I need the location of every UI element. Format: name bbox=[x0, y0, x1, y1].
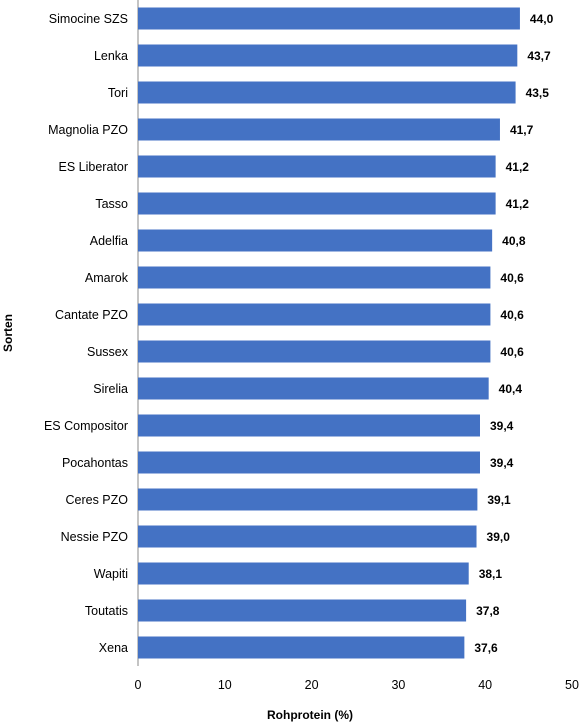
bar bbox=[138, 44, 518, 67]
x-axis-title: Rohprotein (%) bbox=[267, 708, 353, 722]
bar bbox=[138, 7, 520, 30]
bar bbox=[138, 229, 493, 252]
category-label: Amarok bbox=[85, 271, 129, 285]
bar bbox=[138, 414, 480, 437]
value-label: 44,0 bbox=[530, 12, 554, 26]
category-label: Cantate PZO bbox=[55, 308, 128, 322]
bar bbox=[138, 377, 489, 400]
category-label: Sirelia bbox=[93, 382, 128, 396]
value-label: 40,8 bbox=[502, 234, 526, 248]
category-label: Tori bbox=[108, 86, 128, 100]
value-label: 40,6 bbox=[500, 308, 524, 322]
bar bbox=[138, 599, 467, 622]
category-label: Wapiti bbox=[94, 567, 128, 581]
value-label: 40,4 bbox=[499, 382, 523, 396]
bar bbox=[138, 266, 491, 289]
value-label: 37,6 bbox=[474, 641, 498, 655]
x-tick-label: 50 bbox=[565, 678, 579, 692]
bar bbox=[138, 562, 469, 585]
value-label: 39,4 bbox=[490, 456, 514, 470]
category-label: Tasso bbox=[95, 197, 128, 211]
category-label: Adelfia bbox=[90, 234, 128, 248]
value-label: 41,2 bbox=[506, 197, 530, 211]
y-axis-title: Sorten bbox=[1, 314, 15, 352]
value-label: 41,2 bbox=[506, 160, 530, 174]
bar bbox=[138, 525, 477, 548]
category-label: ES Liberator bbox=[59, 160, 128, 174]
category-label: Pocahontas bbox=[62, 456, 128, 470]
value-label: 43,7 bbox=[527, 49, 551, 63]
value-label: 39,4 bbox=[490, 419, 514, 433]
bar bbox=[138, 303, 491, 326]
bar bbox=[138, 118, 500, 141]
x-tick-label: 30 bbox=[391, 678, 405, 692]
value-label: 37,8 bbox=[476, 604, 500, 618]
bar bbox=[138, 340, 491, 363]
bar bbox=[138, 192, 496, 215]
value-label: 39,0 bbox=[487, 530, 511, 544]
category-label: Sussex bbox=[87, 345, 129, 359]
value-label: 43,5 bbox=[526, 86, 550, 100]
bar bbox=[138, 451, 480, 474]
value-label: 39,1 bbox=[487, 493, 511, 507]
bar bbox=[138, 155, 496, 178]
value-label: 40,6 bbox=[500, 345, 524, 359]
value-label: 40,6 bbox=[500, 271, 524, 285]
value-label: 41,7 bbox=[510, 123, 534, 137]
category-label: Magnolia PZO bbox=[48, 123, 128, 137]
x-tick-label: 40 bbox=[478, 678, 492, 692]
x-tick-label: 0 bbox=[135, 678, 142, 692]
x-tick-label: 10 bbox=[218, 678, 232, 692]
category-label: Ceres PZO bbox=[65, 493, 128, 507]
category-label: Simocine SZS bbox=[49, 12, 128, 26]
category-label: ES Compositor bbox=[44, 419, 128, 433]
category-label: Lenka bbox=[94, 49, 128, 63]
value-label: 38,1 bbox=[479, 567, 503, 581]
category-label: Nessie PZO bbox=[61, 530, 129, 544]
category-label: Xena bbox=[99, 641, 128, 655]
bar bbox=[138, 81, 516, 104]
bar bbox=[138, 488, 478, 511]
category-label: Toutatis bbox=[85, 604, 128, 618]
bar bbox=[138, 636, 465, 659]
x-tick-label: 20 bbox=[305, 678, 319, 692]
